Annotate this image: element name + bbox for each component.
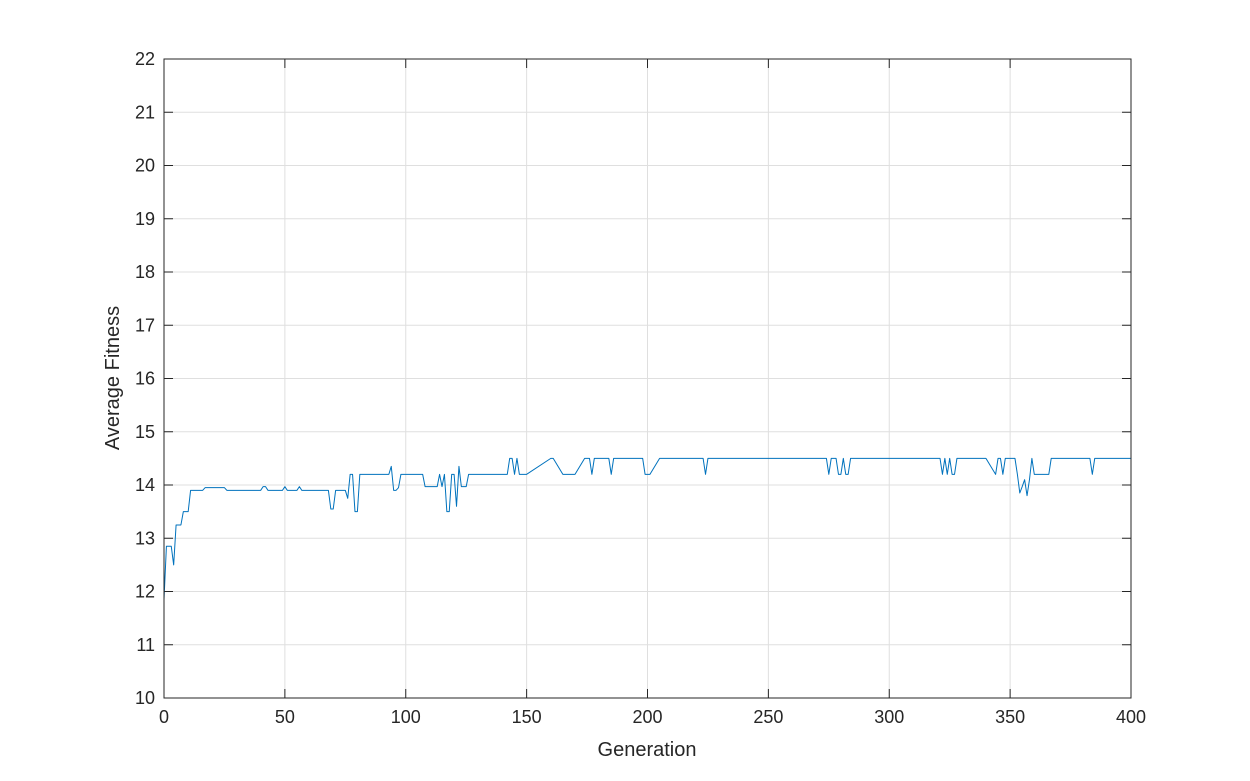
series-line-average-fitness (163, 457, 1131, 600)
x-tick-label: 200 (632, 707, 662, 727)
x-tick-label: 150 (512, 707, 542, 727)
y-axis-label: Average Fitness (102, 306, 124, 450)
x-axis-label: Generation (598, 739, 697, 761)
y-tick-label: 12 (135, 582, 155, 602)
y-tick-label: 13 (135, 528, 155, 548)
x-tick-label: 400 (1116, 707, 1146, 727)
y-tick-label: 16 (135, 369, 155, 389)
series-layer (163, 457, 1131, 600)
x-tick-label: 100 (391, 707, 421, 727)
x-tick-label: 350 (995, 707, 1025, 727)
y-tick-label: 21 (135, 102, 155, 122)
y-tick-label: 18 (135, 262, 155, 282)
y-tick-label: 22 (135, 49, 155, 69)
y-tick-label: 17 (135, 315, 155, 335)
x-tick-label: 250 (753, 707, 783, 727)
y-tick-label: 11 (136, 635, 155, 655)
x-tick-label: 0 (159, 707, 169, 727)
tick-labels: 0 50 100 150 200 250 300 350 400 10 11 12 13 14 15 16 17… (135, 49, 1146, 727)
x-tick-label: 300 (874, 707, 904, 727)
y-tick-label: 15 (135, 422, 155, 442)
y-tick-label: 10 (135, 688, 155, 708)
y-tick-label: 14 (135, 475, 155, 495)
x-tick-label: 50 (275, 707, 295, 727)
y-tick-label: 19 (135, 209, 155, 229)
axis-ticks (163, 58, 1132, 699)
y-tick-label: 20 (135, 156, 155, 176)
